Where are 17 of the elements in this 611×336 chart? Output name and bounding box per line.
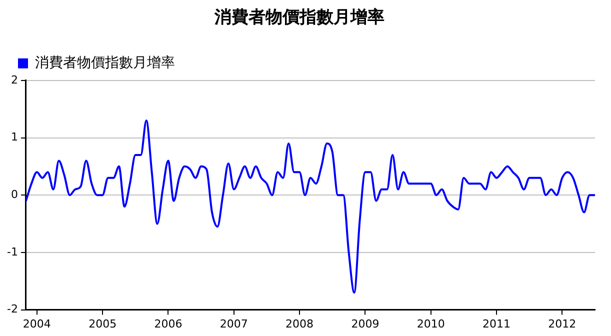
line-series xyxy=(26,120,595,294)
y-tick-label: -2 xyxy=(7,302,18,316)
x-tick-label: 2008 xyxy=(286,317,314,330)
x-tick-label: 2005 xyxy=(88,317,117,330)
x-tick-label: 2007 xyxy=(220,317,248,330)
y-tick-label: -1 xyxy=(7,245,18,258)
legend-label: 消費者物價指數月增率 xyxy=(35,55,175,72)
y-tick-label: 1 xyxy=(10,130,18,144)
x-tick-label: 2012 xyxy=(548,317,576,330)
x-tick-label: 2010 xyxy=(416,317,445,330)
x-tick-label: 2004 xyxy=(22,317,51,330)
y-tick-label: 2 xyxy=(10,73,18,86)
x-tick-label: 2011 xyxy=(482,317,511,330)
x-tick-label: 2009 xyxy=(351,317,380,330)
chart-title: 消費者物價指數月增率 xyxy=(214,8,384,28)
x-tick-label: 2006 xyxy=(154,317,182,330)
y-tick-label: 0 xyxy=(10,188,18,201)
